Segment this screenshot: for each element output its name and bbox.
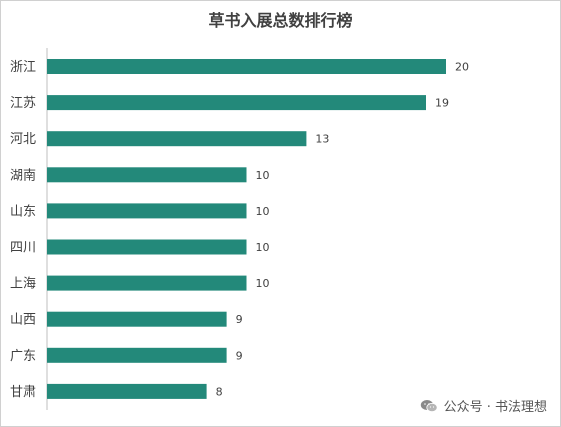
bar-9 — [47, 383, 207, 399]
data-label-2: 13 — [315, 133, 329, 146]
category-label-9: 甘肃 — [10, 385, 36, 400]
bar-8 — [47, 347, 227, 363]
category-label-7: 山西 — [10, 313, 36, 328]
bar-5 — [47, 239, 247, 255]
data-label-7: 9 — [236, 313, 243, 326]
chart-title: 草书入展总数排行榜 — [208, 11, 353, 30]
bar-4 — [47, 203, 247, 219]
bar-3 — [47, 167, 247, 183]
category-label-0: 浙江 — [10, 60, 36, 75]
bar-1 — [47, 95, 426, 111]
category-label-5: 四川 — [10, 241, 36, 256]
bar-2 — [47, 131, 307, 147]
bar-6 — [47, 275, 247, 291]
data-label-6: 10 — [256, 277, 270, 290]
data-label-9: 8 — [216, 385, 223, 398]
data-label-4: 10 — [256, 205, 270, 218]
category-label-3: 湖南 — [10, 167, 36, 183]
category-label-6: 上海 — [10, 277, 36, 292]
watermark: 公众号 · 书法理想 — [420, 396, 547, 415]
bar-0 — [47, 59, 446, 74]
bar-7 — [47, 311, 227, 327]
category-label-1: 江苏 — [10, 95, 36, 111]
wechat-icon — [420, 399, 438, 412]
data-label-5: 10 — [256, 241, 270, 254]
category-label-2: 河北 — [10, 132, 36, 147]
category-label-8: 广东 — [10, 349, 36, 364]
category-label-4: 山东 — [10, 204, 36, 219]
data-label-1: 19 — [435, 97, 449, 110]
data-label-3: 10 — [256, 169, 270, 182]
data-label-0: 20 — [455, 61, 469, 74]
watermark-text: 公众号 · 书法理想 — [443, 400, 547, 415]
data-label-8: 9 — [236, 349, 243, 362]
